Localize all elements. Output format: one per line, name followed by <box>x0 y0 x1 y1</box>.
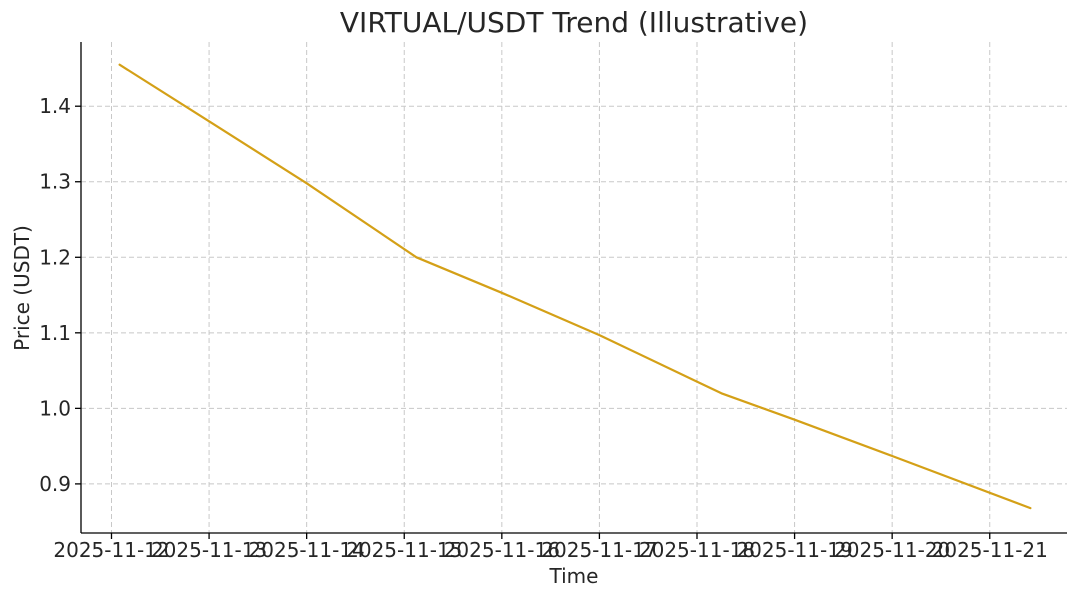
x-axis-label: Time <box>549 564 599 588</box>
x-tick-label: 2025-11-13 <box>151 538 267 562</box>
y-tick-label: 0.9 <box>39 472 71 496</box>
axes <box>80 42 1067 534</box>
y-tick-label: 1.1 <box>39 321 71 345</box>
x-tick-label: 2025-11-19 <box>736 538 852 562</box>
y-tick-label: 1.2 <box>39 245 71 269</box>
y-axis-label: Price (USDT) <box>10 225 34 351</box>
y-ticks: 0.9 1.0 1.1 1.2 1.3 1.4 <box>39 94 81 496</box>
x-tick-label: 2025-11-20 <box>834 538 950 562</box>
grid <box>81 42 1067 533</box>
y-tick-label: 1.3 <box>39 170 71 194</box>
x-tick-label: 2025-11-15 <box>346 538 462 562</box>
y-tick-label: 1.0 <box>39 396 71 420</box>
y-tick-label: 1.4 <box>39 94 71 118</box>
x-tick-label: 2025-11-16 <box>444 538 560 562</box>
x-tick-label: 2025-11-21 <box>932 538 1048 562</box>
chart-title: VIRTUAL/USDT Trend (Illustrative) <box>340 6 808 39</box>
x-tick-label: 2025-11-14 <box>249 538 365 562</box>
x-ticks: 2025-11-122025-11-132025-11-142025-11-15… <box>53 533 1048 562</box>
x-tick-label: 2025-11-12 <box>53 538 169 562</box>
x-tick-label: 2025-11-18 <box>639 538 755 562</box>
x-tick-label: 2025-11-17 <box>541 538 657 562</box>
series-layer <box>118 63 1032 510</box>
series-line <box>118 63 1032 510</box>
